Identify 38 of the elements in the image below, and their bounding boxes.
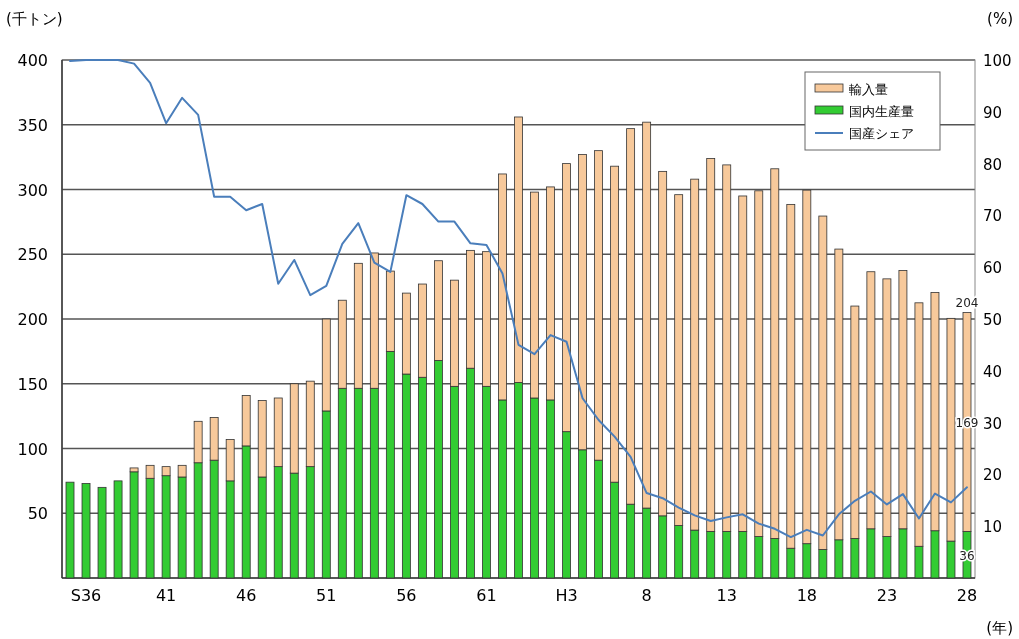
y2-tick-label: 20 xyxy=(983,466,1003,485)
x-tick-label: 18 xyxy=(796,586,817,605)
y2-tick-label: 100 xyxy=(983,52,1012,70)
y-tick-label: 150 xyxy=(17,374,48,394)
x-tick-label: 41 xyxy=(155,586,177,605)
y2-tick-label: 70 xyxy=(983,207,1003,226)
x-tick-label: S36 xyxy=(70,586,102,605)
x-tick-label: 56 xyxy=(396,586,417,605)
y2-tick-label: 30 xyxy=(983,414,1003,433)
x-tick-label: 28 xyxy=(956,586,978,605)
y-tick-label: 200 xyxy=(17,310,48,329)
y2-tick-label: 90 xyxy=(983,103,1003,122)
data-label: 169 xyxy=(955,415,979,430)
y-tick-label: 300 xyxy=(17,180,48,200)
legend-label: 輸入量 xyxy=(849,82,888,97)
y-axis-title: (千トン) xyxy=(6,10,63,28)
x-tick-label: 46 xyxy=(236,586,257,605)
x-tick-label: 23 xyxy=(876,586,898,605)
y-tick-label: 400 xyxy=(17,51,48,70)
y2-axis-title: (%) xyxy=(987,10,1013,28)
x-tick-label: 13 xyxy=(716,586,737,605)
x-axis-title: (年) xyxy=(986,619,1013,637)
x-tick-label: H3 xyxy=(555,586,578,605)
y2-tick-label: 10 xyxy=(983,518,1003,537)
x-tick-label: 51 xyxy=(316,586,337,605)
x-tick-label: 61 xyxy=(476,586,497,605)
y2-tick-label: 60 xyxy=(983,259,1003,278)
y-tick-label: 100 xyxy=(17,439,48,459)
legend-label: 国内生産量 xyxy=(849,104,914,119)
y-tick-label: 250 xyxy=(17,245,48,265)
y2-tick-label: 50 xyxy=(983,311,1003,329)
total-label: 204 xyxy=(955,295,979,310)
y2-tick-label: 40 xyxy=(983,362,1003,381)
x-tick-label: 8 xyxy=(641,586,652,605)
y2-tick-label: 80 xyxy=(983,155,1003,174)
y-tick-label: 50 xyxy=(27,504,48,524)
y-tick-label: 350 xyxy=(17,115,48,135)
legend-label: 国産シェア xyxy=(849,126,914,141)
